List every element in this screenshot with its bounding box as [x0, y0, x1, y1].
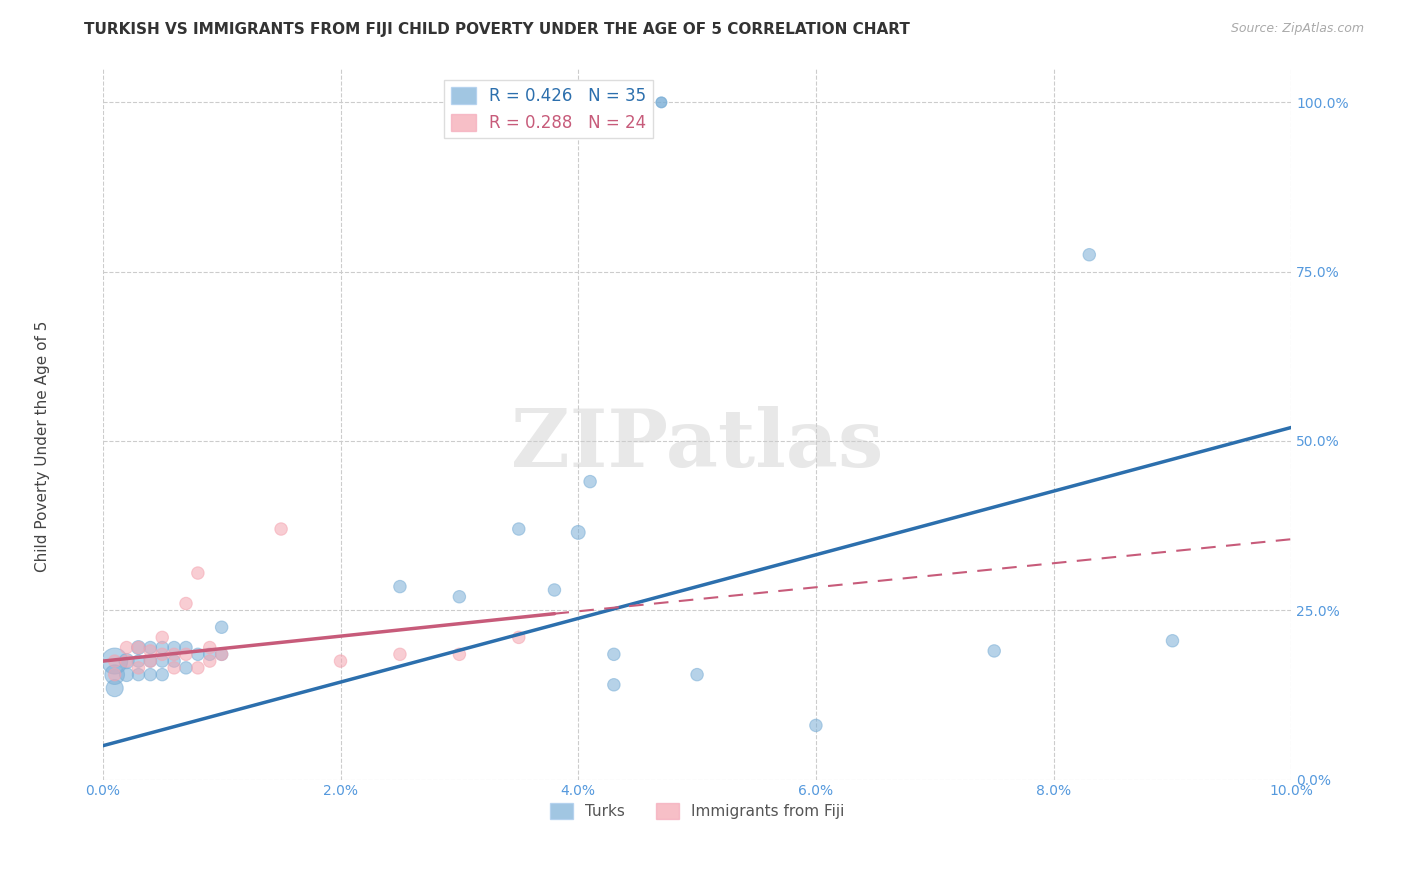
- Point: [150, 648, 173, 662]
- Point: [127, 667, 149, 681]
- Point: [115, 640, 138, 655]
- Point: [174, 640, 197, 655]
- Point: [150, 654, 173, 668]
- Point: [163, 654, 186, 668]
- Point: [187, 566, 209, 580]
- Point: [567, 525, 589, 540]
- Point: [139, 654, 162, 668]
- Point: [115, 654, 138, 668]
- Text: Child Poverty Under the Age of 5: Child Poverty Under the Age of 5: [35, 320, 49, 572]
- Point: [187, 661, 209, 675]
- Point: [198, 654, 221, 668]
- Point: [104, 681, 127, 696]
- Point: [174, 661, 197, 675]
- Point: [127, 640, 149, 655]
- Point: [163, 640, 186, 655]
- Text: ZIPatlas: ZIPatlas: [510, 407, 883, 484]
- Point: [127, 661, 149, 675]
- Point: [1078, 248, 1101, 262]
- Point: [163, 648, 186, 662]
- Point: [150, 640, 173, 655]
- Point: [139, 644, 162, 658]
- Point: [211, 648, 233, 662]
- Point: [127, 654, 149, 668]
- Point: [104, 654, 127, 668]
- Point: [174, 597, 197, 611]
- Point: [104, 667, 127, 681]
- Point: [508, 522, 530, 536]
- Point: [270, 522, 292, 536]
- Point: [686, 667, 709, 681]
- Point: [104, 654, 127, 668]
- Point: [187, 648, 209, 662]
- Point: [650, 95, 672, 110]
- Point: [650, 95, 672, 110]
- Point: [115, 654, 138, 668]
- Text: TURKISH VS IMMIGRANTS FROM FIJI CHILD POVERTY UNDER THE AGE OF 5 CORRELATION CHA: TURKISH VS IMMIGRANTS FROM FIJI CHILD PO…: [84, 22, 910, 37]
- Point: [139, 640, 162, 655]
- Point: [104, 667, 127, 681]
- Point: [449, 648, 471, 662]
- Point: [139, 667, 162, 681]
- Point: [139, 654, 162, 668]
- Point: [603, 678, 626, 692]
- Text: Source: ZipAtlas.com: Source: ZipAtlas.com: [1230, 22, 1364, 36]
- Point: [388, 580, 411, 594]
- Point: [329, 654, 352, 668]
- Point: [115, 667, 138, 681]
- Legend: Turks, Immigrants from Fiji: Turks, Immigrants from Fiji: [544, 797, 851, 825]
- Point: [198, 648, 221, 662]
- Point: [174, 648, 197, 662]
- Point: [211, 620, 233, 634]
- Point: [163, 661, 186, 675]
- Point: [1161, 633, 1184, 648]
- Point: [127, 640, 149, 655]
- Point: [449, 590, 471, 604]
- Point: [150, 631, 173, 645]
- Point: [983, 644, 1005, 658]
- Point: [804, 718, 827, 732]
- Point: [543, 582, 565, 597]
- Point: [388, 648, 411, 662]
- Point: [579, 475, 602, 489]
- Point: [211, 648, 233, 662]
- Point: [508, 631, 530, 645]
- Point: [150, 667, 173, 681]
- Point: [198, 640, 221, 655]
- Point: [603, 648, 626, 662]
